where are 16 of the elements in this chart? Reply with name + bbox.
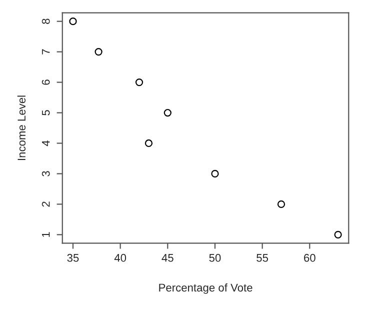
x-tick-label: 35 xyxy=(67,254,79,262)
y-tick-label: 7 xyxy=(42,49,50,54)
x-tick-label: 55 xyxy=(256,254,268,262)
y-tick-label: 5 xyxy=(42,110,50,116)
x-tick-label: 45 xyxy=(162,254,174,262)
y-tick-label: 4 xyxy=(42,140,50,146)
y-tick-label: 3 xyxy=(42,171,50,176)
y-tick-label: 2 xyxy=(42,202,50,207)
y-tick-label: 6 xyxy=(42,80,50,85)
y-tick-label: 1 xyxy=(42,232,50,237)
x-tick-label: 40 xyxy=(114,254,126,262)
x-tick-label: 60 xyxy=(304,254,316,262)
x-axis-title: Percentage of Vote xyxy=(159,283,252,294)
y-tick-label: 8 xyxy=(42,18,50,24)
y-axis-title: Income Level xyxy=(17,96,26,160)
x-tick-label: 50 xyxy=(209,254,221,262)
